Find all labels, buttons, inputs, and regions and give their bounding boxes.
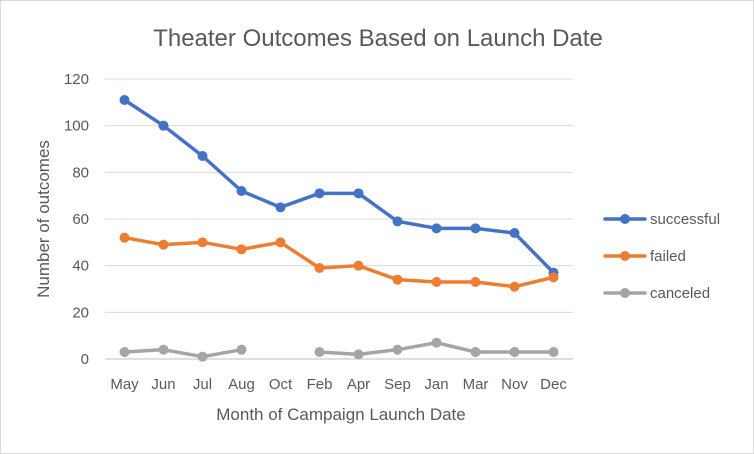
data-point-successful <box>509 228 520 238</box>
data-point-successful <box>119 95 130 105</box>
data-point-failed <box>431 277 442 287</box>
y-tick-label: 120 <box>64 71 89 88</box>
series-failed <box>119 232 559 292</box>
x-tick-label: Dec <box>540 376 567 393</box>
x-tick-label: Mar <box>463 376 489 393</box>
data-point-canceled <box>509 347 520 357</box>
x-axis-ticks: May Jun Jul Aug Oct Feb Apr Sep Jan Mar Nov Dec <box>110 376 567 393</box>
data-point-canceled <box>158 344 169 355</box>
y-axis-title: Number of outcomes <box>34 140 53 298</box>
data-point-canceled <box>548 347 559 357</box>
x-tick-label: Jan <box>424 376 448 393</box>
legend-label: failed <box>650 248 686 265</box>
data-point-canceled <box>119 347 130 357</box>
y-tick-label: 20 <box>72 304 89 321</box>
gridlines <box>105 78 573 360</box>
data-point-failed <box>548 272 559 283</box>
y-tick-label: 100 <box>64 118 89 135</box>
data-point-failed <box>509 281 520 292</box>
x-tick-label: Oct <box>269 376 293 393</box>
x-tick-label: Nov <box>501 376 528 393</box>
data-point-successful <box>431 223 442 234</box>
data-point-successful <box>275 202 286 213</box>
data-point-successful <box>470 223 481 234</box>
data-point-failed <box>158 239 169 250</box>
data-point-successful <box>314 188 325 199</box>
legend-label: canceled <box>650 285 710 302</box>
data-point-canceled <box>197 351 208 362</box>
data-point-failed <box>314 263 325 273</box>
data-point-failed <box>197 237 208 248</box>
x-tick-label: Jul <box>193 376 212 393</box>
x-tick-label: Sep <box>384 376 411 393</box>
data-point-canceled <box>353 349 364 360</box>
series-successful <box>119 95 559 278</box>
data-point-successful <box>158 120 169 131</box>
data-point-canceled <box>431 337 442 348</box>
data-point-successful <box>353 188 364 199</box>
x-axis-title: Month of Campaign Launch Date <box>216 405 466 424</box>
data-point-successful <box>236 186 247 196</box>
x-tick-label: Feb <box>307 376 333 393</box>
y-tick-label: 80 <box>72 164 89 181</box>
x-tick-label: Jun <box>151 376 175 393</box>
legend-swatch-marker <box>620 251 630 261</box>
series-canceled <box>119 337 559 362</box>
series-line-failed <box>122 235 556 289</box>
legend: successful failed canceled <box>603 211 720 302</box>
series-line-canceled <box>122 347 244 359</box>
legend-label: successful <box>650 211 720 228</box>
chart-title: Theater Outcomes Based on Launch Date <box>153 25 603 52</box>
data-point-failed <box>353 260 364 271</box>
y-axis-ticks: 0 20 40 60 80 100 120 <box>64 71 89 368</box>
y-tick-label: 0 <box>81 351 89 368</box>
data-point-failed <box>275 237 286 248</box>
data-point-failed <box>119 232 130 243</box>
series-line-successful <box>122 98 556 275</box>
legend-swatch-marker <box>620 214 630 224</box>
y-tick-label: 60 <box>72 211 89 228</box>
y-tick-label: 40 <box>72 258 89 275</box>
data-point-failed <box>470 277 481 287</box>
series-lines <box>119 95 559 362</box>
data-point-failed <box>392 274 403 285</box>
data-point-successful <box>392 216 403 227</box>
data-point-canceled <box>392 344 403 355</box>
x-tick-label: May <box>110 376 139 393</box>
legend-swatch-marker <box>620 288 630 298</box>
data-point-successful <box>197 151 208 161</box>
data-point-canceled <box>314 347 325 357</box>
data-point-canceled <box>470 347 481 357</box>
data-point-failed <box>236 244 247 255</box>
x-tick-label: Aug <box>228 376 255 393</box>
x-tick-label: Apr <box>347 376 370 393</box>
data-point-canceled <box>236 344 247 355</box>
